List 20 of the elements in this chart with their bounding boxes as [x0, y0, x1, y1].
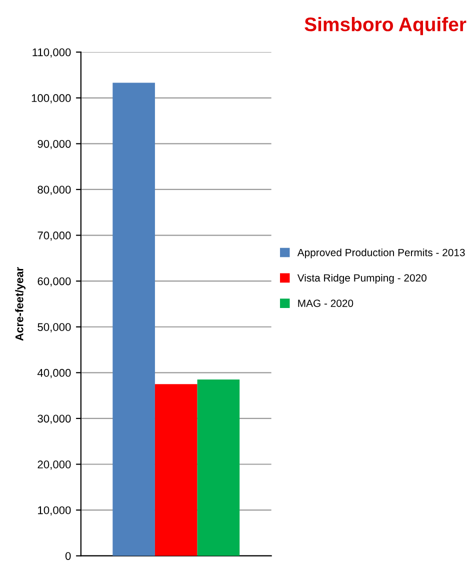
- y-tick-label: 90,000: [38, 140, 71, 150]
- text: Simsboro Aquifer: [304, 16, 466, 36]
- y-tick-label: 30,000: [38, 414, 71, 424]
- y-tick-label: 20,000: [38, 460, 71, 470]
- y-tick-label: 40,000: [37, 368, 71, 378]
- y-tick-label: 10,000: [38, 506, 71, 516]
- y-tick-label: 50,000: [38, 323, 71, 332]
- y-tick-label: 100,000: [32, 94, 71, 104]
- legend-label: MAG - 2020: [298, 300, 354, 308]
- y-tick-label: 0: [65, 552, 71, 560]
- bar: [197, 380, 240, 556]
- y-tick-label: 80,000: [38, 186, 71, 195]
- y-tick-label: 110,000: [32, 48, 71, 58]
- y-tick-label: 60,000: [38, 277, 71, 287]
- bar: [154, 384, 198, 556]
- legend-label: Approved Production Permits - 2013: [297, 248, 465, 258]
- legend-label: Vista Ridge Pumping - 2020: [297, 274, 426, 284]
- y-tick-label: 70,000: [38, 232, 71, 241]
- bar: [112, 82, 155, 556]
- y-axis-title: Acre-feet/year: [15, 267, 26, 341]
